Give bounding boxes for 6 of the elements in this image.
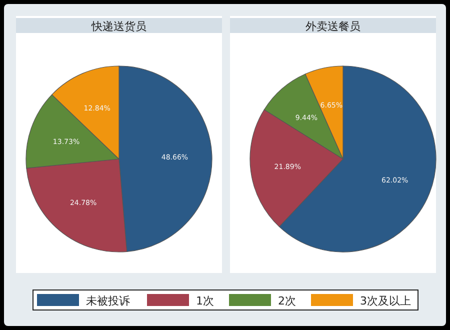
legend-label: 2次 (278, 294, 296, 308)
legend-label: 3次及以上 (360, 294, 411, 308)
chart-title: 外卖送餐员 (306, 20, 360, 33)
legend-label: 未被投诉 (86, 294, 130, 308)
legend-label: 1次 (196, 294, 214, 308)
chart-title: 快递送货员 (90, 20, 146, 33)
